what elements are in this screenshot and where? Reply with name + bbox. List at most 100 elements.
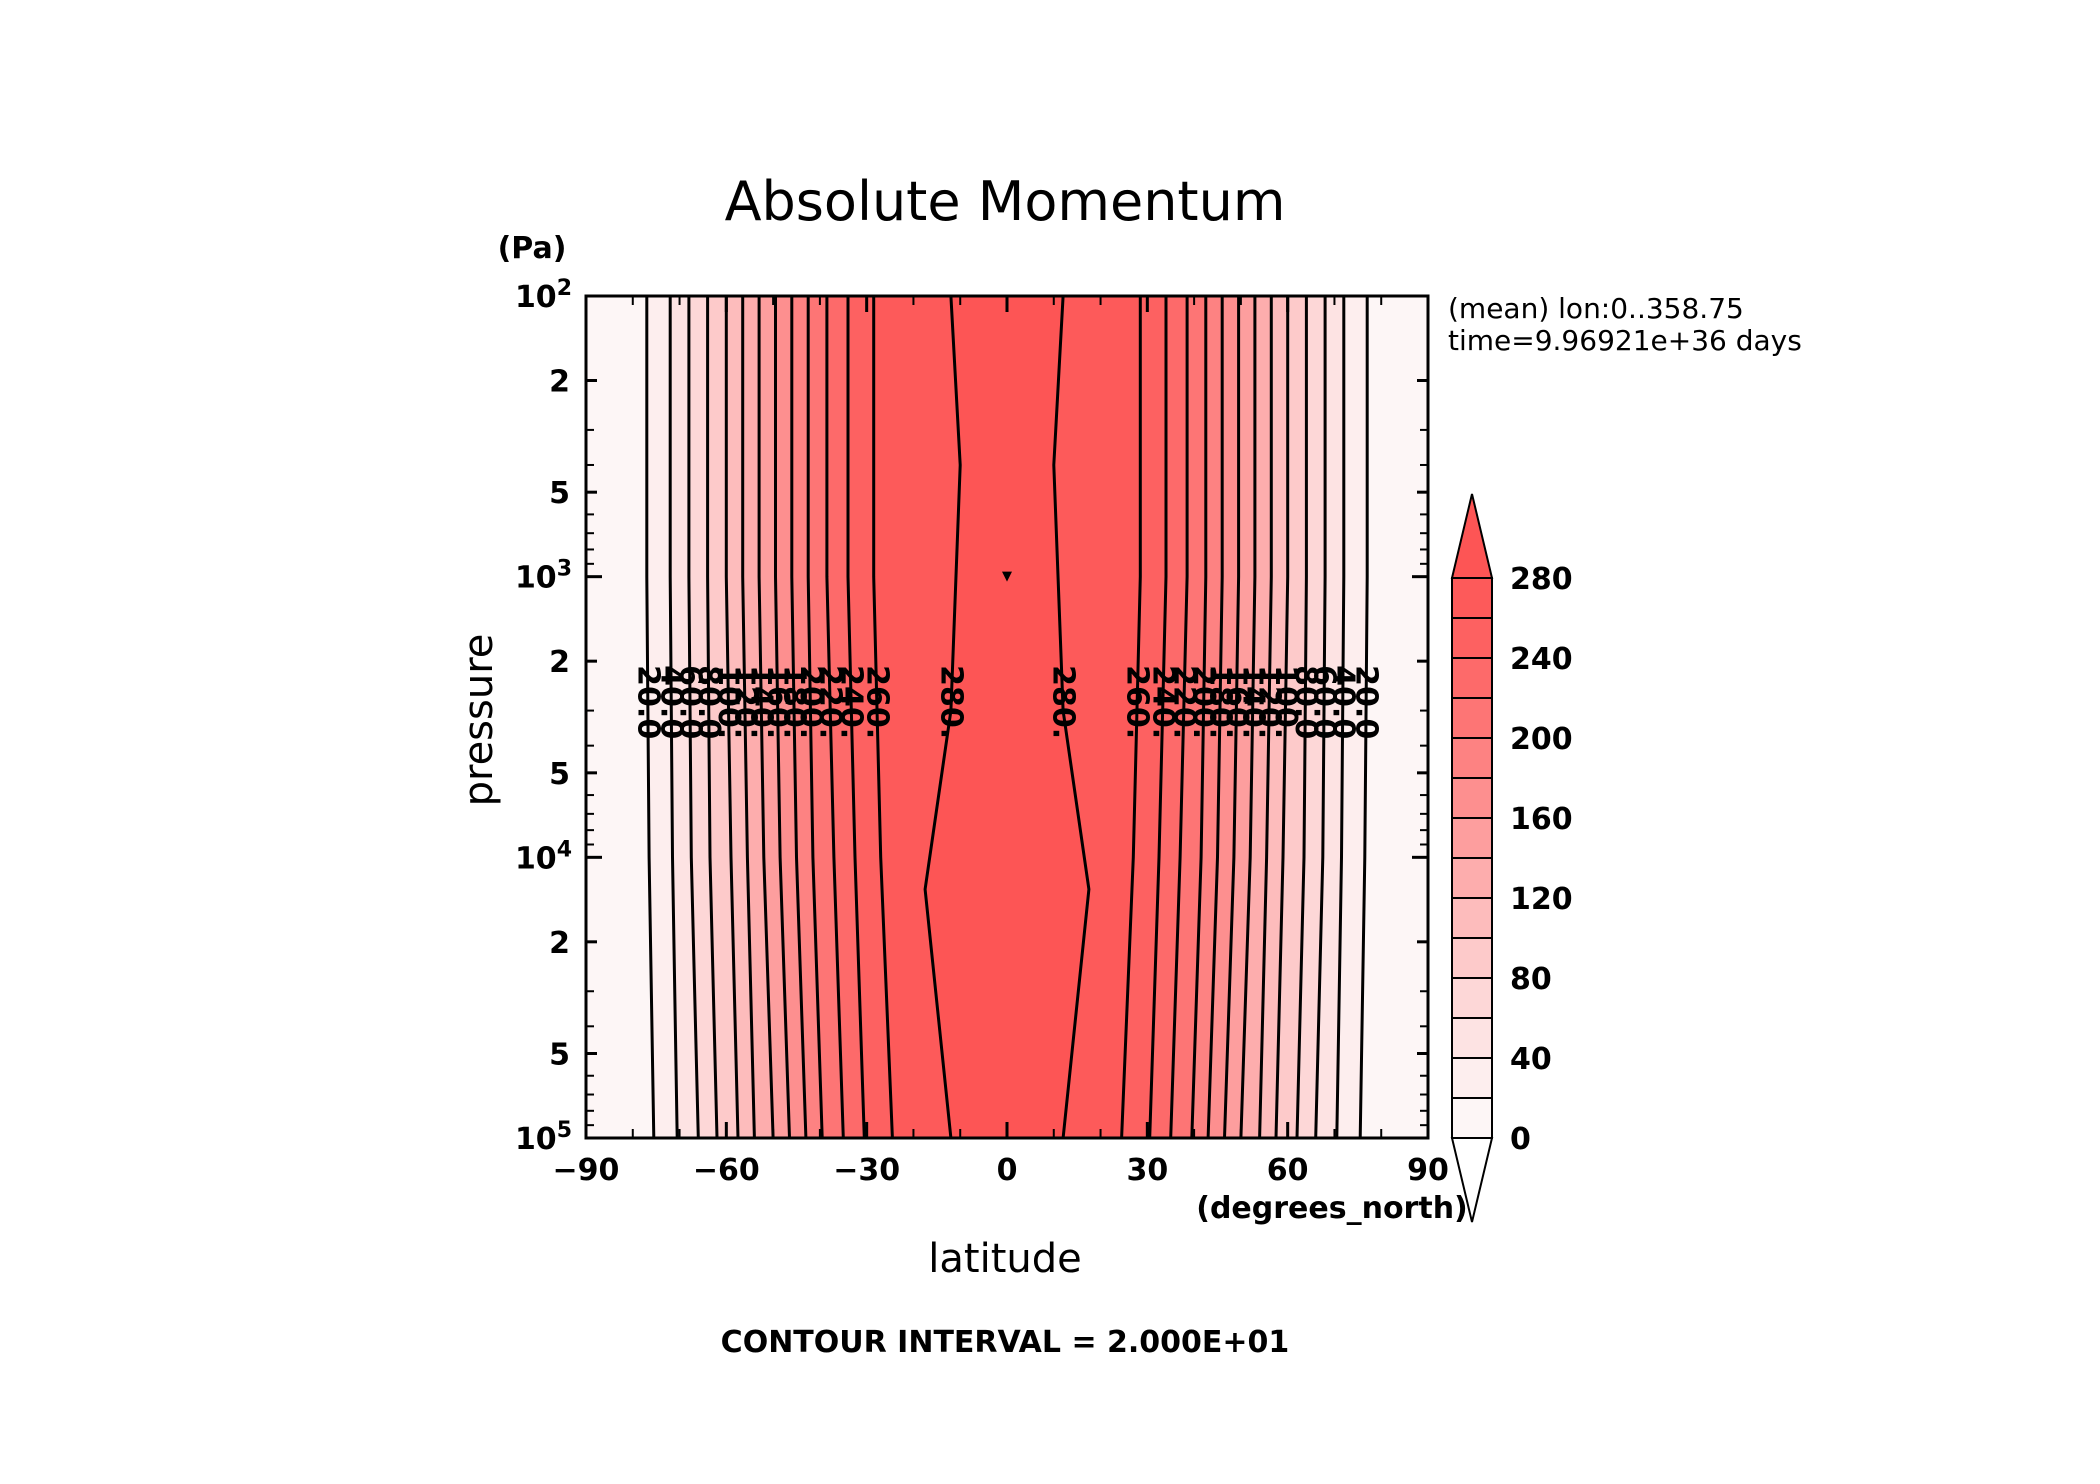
contour-interval-note: CONTOUR INTERVAL = 2.000E+01 (721, 1325, 1290, 1360)
y-axis-label: pressure (456, 634, 502, 807)
x-axis-units: (degrees_north) (1196, 1191, 1468, 1226)
contour-20-south (645, 296, 656, 1139)
contour-140-south (757, 296, 775, 1139)
contour-240-north (1148, 296, 1168, 1139)
colorbar-label-40: 40 (1510, 1042, 1552, 1077)
contour-180-south (790, 296, 808, 1139)
y-axis-units: (Pa) (498, 231, 567, 266)
contour-220-south (825, 296, 845, 1139)
contour-label-20-south: 20.0 (630, 665, 665, 739)
x-tick-label-2: −30 (833, 1153, 900, 1188)
contour-160-south (774, 296, 791, 1139)
contour-140-north (1239, 296, 1257, 1139)
contour-label-120-south: 120. (727, 665, 762, 739)
colorbar-segment-8 (1451, 777, 1493, 819)
contour-260-north (1120, 296, 1142, 1139)
contour-label-200-south: 200. (793, 665, 828, 739)
colorbar-segment-5 (1451, 897, 1493, 939)
colorbar-extend-top (1450, 493, 1494, 579)
contour-60-north (1314, 296, 1327, 1139)
contour-100-south (724, 296, 740, 1139)
contour-180-north (1206, 296, 1224, 1139)
colorbar-segment-13 (1451, 577, 1493, 619)
contour-40-north (1335, 296, 1346, 1139)
colorbar-label-240: 240 (1510, 642, 1573, 677)
annotation-time: time=9.96921e+36 days (1448, 324, 1802, 357)
contour-200-south (806, 296, 824, 1139)
y-tick-label-8: 5 (549, 1038, 570, 1073)
colorbar-segment-11 (1451, 657, 1493, 699)
contour-100-north (1274, 296, 1290, 1139)
y-tick-label-9: 105 (515, 1118, 572, 1157)
colorbar-segment-12 (1451, 617, 1493, 659)
contour-60-south (687, 296, 700, 1139)
colorbar-extend-bottom (1450, 1137, 1494, 1223)
colorbar-segment-1 (1451, 1057, 1493, 1099)
contour-label-240-north: 240. (1145, 665, 1180, 739)
contour-280-south (923, 295, 962, 1139)
contour-lines (645, 295, 1369, 1139)
contour-label-240-south: 240. (834, 665, 869, 739)
x-tick-label-3: 0 (997, 1153, 1018, 1188)
y-tick-label-4: 2 (549, 645, 570, 680)
center-marker (1002, 571, 1012, 582)
band-fill-280 (925, 296, 1089, 1138)
x-axis-label: latitude (928, 1236, 1081, 1282)
y-tick-label-7: 2 (549, 926, 570, 961)
colorbar: 0 40 80 120 160 200 240 280 (1450, 493, 1573, 1223)
y-tick-label-0: 102 (515, 276, 572, 315)
y-tick-label-6: 104 (515, 837, 572, 876)
contour-label-260-south: 260. (859, 665, 894, 739)
contour-label-180-south: 180. (776, 665, 811, 739)
x-tick-label-5: 60 (1267, 1153, 1309, 1188)
contour-280-north (1052, 295, 1091, 1139)
contour-label-220-north: 220. (1167, 665, 1202, 739)
y-axis: 102 2 5 103 2 5 104 2 5 105 (515, 276, 1428, 1157)
contour-label-280-south: 280. (934, 665, 969, 739)
x-axis: −90 −60 −30 0 30 60 90 (553, 296, 1449, 1188)
contour-label-100-south: 100. (711, 665, 746, 739)
contour-label-80-north: 80.0 (1288, 665, 1323, 739)
contour-label-260-north: 260. (1120, 665, 1155, 739)
contour-240-south (846, 296, 866, 1139)
contour-220-north (1169, 296, 1189, 1139)
contour-label-80-south: 80.0 (691, 665, 726, 739)
contour-label-200-north: 200. (1186, 665, 1221, 739)
colorbar-segment-3 (1451, 977, 1493, 1019)
colorbar-label-160: 160 (1510, 802, 1573, 837)
contour-20-north (1358, 296, 1369, 1139)
contour-80-south (706, 296, 719, 1139)
colorbar-segment-6 (1451, 857, 1493, 899)
contour-label-40-north: 40.0 (1325, 665, 1360, 739)
contour-200-north (1190, 296, 1208, 1139)
plot-area (586, 296, 1428, 1138)
colorbar-segment-7 (1451, 817, 1493, 859)
contour-label-60-south: 60.0 (673, 665, 708, 739)
contour-label-60-north: 60.0 (1307, 665, 1342, 739)
contour-label-160-north: 160. (1219, 665, 1254, 739)
contour-label-100-north: 100. (1268, 665, 1303, 739)
contour-40-south (668, 296, 679, 1139)
contour-120-north (1258, 296, 1273, 1139)
colorbar-segment-9 (1451, 737, 1493, 779)
colorbar-segment-4 (1451, 937, 1493, 979)
x-tick-label-6: 90 (1407, 1153, 1449, 1188)
contour-label-220-south: 220. (813, 665, 848, 739)
contour-label-20-north: 20.0 (1349, 665, 1384, 739)
x-tick-label-4: 30 (1126, 1153, 1168, 1188)
colorbar-label-0: 0 (1510, 1122, 1531, 1157)
contour-label-280-north: 280. (1045, 665, 1080, 739)
colorbar-segment-10 (1451, 697, 1493, 739)
contour-80-north (1295, 296, 1308, 1139)
annotation-longitude: (mean) lon:0..358.75 (1448, 292, 1744, 325)
y-tick-label-3: 103 (515, 557, 572, 596)
contour-label-40-south: 40.0 (654, 665, 689, 739)
contour-label-140-north: 140. (1235, 665, 1270, 739)
colorbar-label-280: 280 (1510, 562, 1573, 597)
contour-label-120-north: 120. (1252, 665, 1287, 739)
x-tick-label-1: −60 (693, 1153, 760, 1188)
colorbar-label-200: 200 (1510, 722, 1573, 757)
contour-label-180-north: 180. (1203, 665, 1238, 739)
